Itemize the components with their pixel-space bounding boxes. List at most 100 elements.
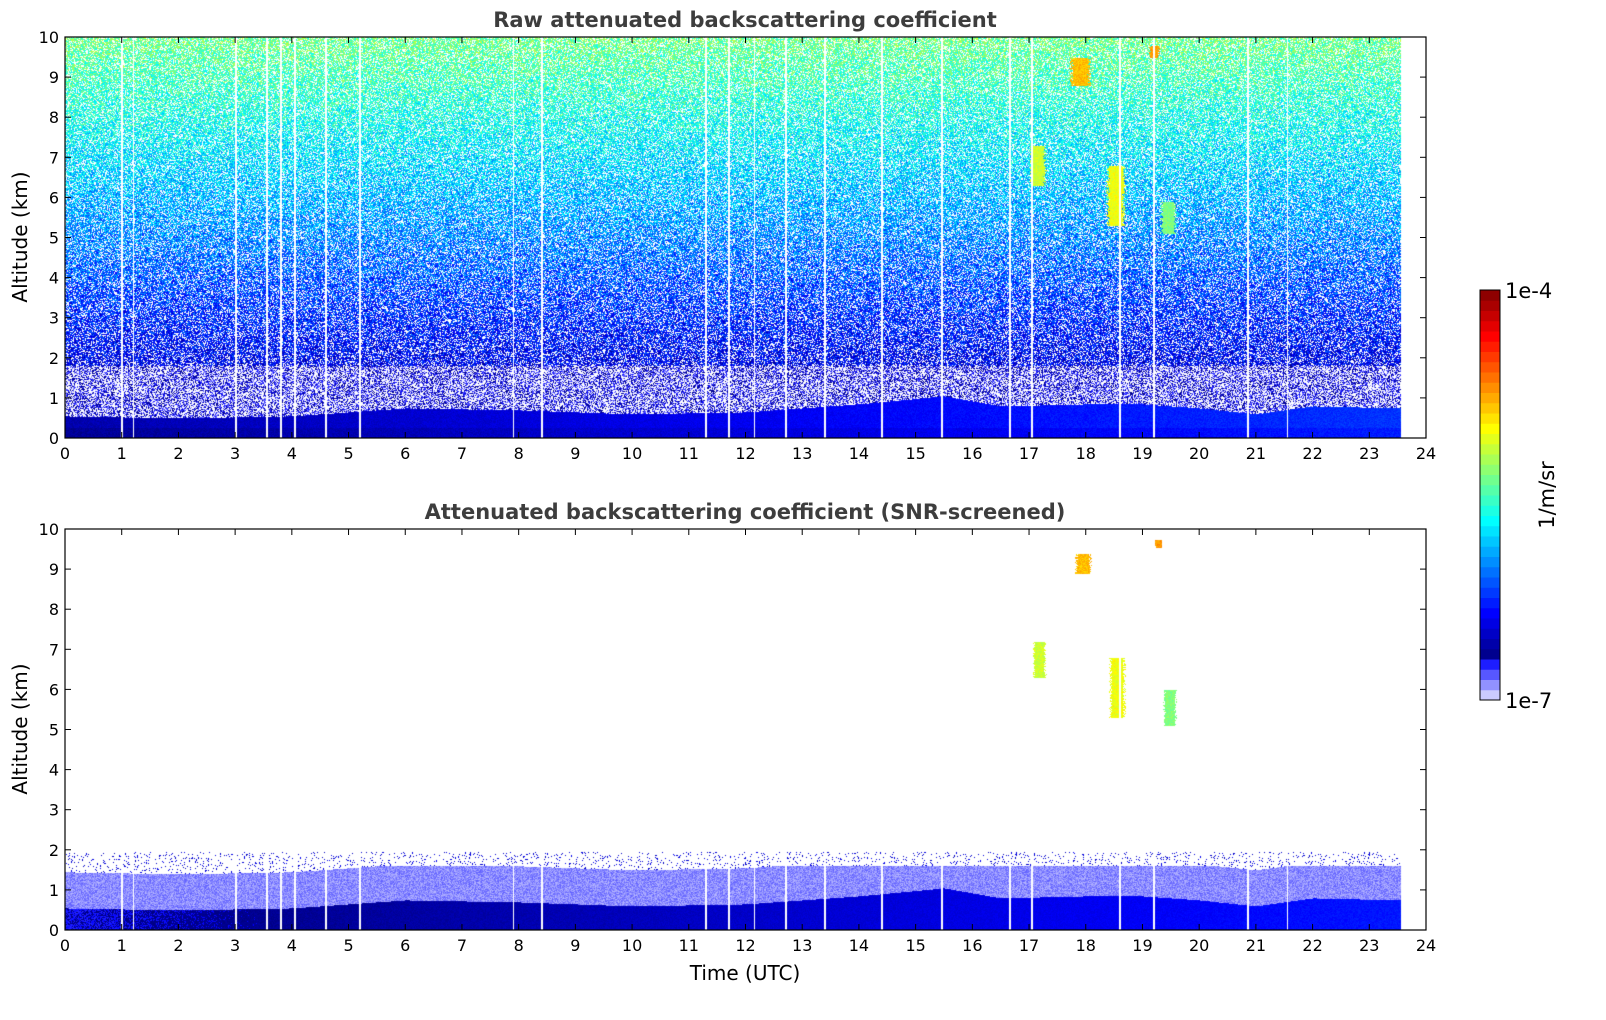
x-tick-label: 20: [1189, 444, 1209, 463]
x-tick-label: 9: [570, 444, 580, 463]
colorbar-step: [1480, 423, 1500, 434]
x-tick-label: 23: [1359, 444, 1379, 463]
y-tick-label: 8: [49, 108, 59, 127]
colorbar-step: [1480, 351, 1500, 363]
colorbar-step: [1480, 433, 1500, 445]
x-tick-label: 12: [735, 936, 755, 955]
y-tick-label: 1: [49, 389, 59, 408]
axes-ticks-screened: 0 1 2 3 4 5 6 7 8 9 10 11 12 13 14 15 16 17 18 19 20 21 22 23 24…: [39, 520, 1437, 955]
colorbar-unit-label: 1/m/sr: [1535, 461, 1559, 529]
colorbar-step: [1480, 607, 1500, 619]
x-tick-label: 1: [117, 936, 127, 955]
x-tick-label: 15: [905, 444, 925, 463]
y-tick-label: 0: [49, 921, 59, 940]
colorbar-step: [1480, 372, 1500, 383]
x-tick-label: 24: [1416, 444, 1436, 463]
colorbar-step: [1480, 320, 1500, 332]
colorbar-step: [1480, 361, 1500, 373]
x-tick-label: 2: [173, 444, 183, 463]
plot-frame-raw: [64, 36, 1427, 439]
x-tick-label: 12: [735, 444, 755, 463]
axes-ticks-raw: 0 1 2 3 4 5 6 7 8 9 10 11 12 13 14 15 16 17 18 19 20 21 22 23 24…: [39, 28, 1437, 463]
y-tick-label: 7: [49, 148, 59, 167]
colorbar-step: [1480, 464, 1500, 475]
x-tick-label: 19: [1132, 936, 1152, 955]
x-tick-label: 18: [1076, 444, 1096, 463]
x-tick-label: 15: [905, 936, 925, 955]
y-tick-label: 4: [49, 761, 59, 780]
colorbar-step: [1480, 618, 1500, 629]
x-axis-label: Time (UTC): [689, 961, 801, 985]
x-tick-label: 21: [1246, 444, 1266, 463]
colorbar: 1e-4 1e-7 1/m/sr: [1479, 279, 1559, 713]
x-tick-label: 7: [457, 444, 467, 463]
y-tick-label: 2: [49, 349, 59, 368]
x-tick-label: 16: [962, 936, 982, 955]
colorbar-step: [1480, 536, 1500, 547]
y-axis-label-raw: Altitude (km): [8, 171, 32, 302]
colorbar-step: [1480, 659, 1500, 670]
x-tick-label: 8: [514, 936, 524, 955]
panel-title-raw: Raw attenuated backscattering coefficien…: [493, 8, 997, 32]
x-tick-label: 17: [1019, 936, 1039, 955]
y-tick-label: 9: [49, 68, 59, 87]
y-tick-label: 5: [49, 229, 59, 248]
y-tick-label: 6: [49, 680, 59, 699]
y-tick-label: 3: [49, 801, 59, 820]
colorbar-step: [1480, 648, 1500, 660]
x-tick-label: 3: [230, 936, 240, 955]
y-tick-label: 5: [49, 721, 59, 740]
colorbar-steps: [1479, 289, 1501, 701]
x-tick-label: 9: [570, 936, 580, 955]
snr-screened-panel: Attenuated backscattering coefficient (S…: [8, 500, 1436, 985]
x-tick-label: 10: [622, 936, 642, 955]
y-tick-label: 2: [49, 841, 59, 860]
colorbar-step: [1480, 290, 1500, 301]
colorbar-step: [1480, 669, 1500, 680]
colorbar-step: [1480, 556, 1500, 568]
screened-backscatter-heatmap: [65, 529, 1426, 930]
panel-title-screened: Attenuated backscattering coefficient (S…: [425, 500, 1066, 524]
raw-backscatter-panel: Raw attenuated backscattering coefficien…: [8, 8, 1436, 463]
x-tick-label: 16: [962, 444, 982, 463]
x-tick-label: 20: [1189, 936, 1209, 955]
colorbar-step: [1480, 515, 1500, 527]
colorbar-step: [1480, 638, 1500, 650]
x-tick-label: 13: [792, 444, 812, 463]
x-tick-label: 8: [514, 444, 524, 463]
x-tick-label: 5: [343, 936, 353, 955]
x-tick-label: 14: [849, 444, 869, 463]
colorbar-step: [1480, 413, 1500, 424]
colorbar-step: [1480, 597, 1500, 609]
x-tick-label: 11: [679, 936, 699, 955]
x-tick-label: 22: [1302, 936, 1322, 955]
colorbar-step: [1480, 341, 1500, 352]
y-tick-label: 8: [49, 600, 59, 619]
colorbar-step: [1480, 525, 1500, 537]
colorbar-step: [1480, 474, 1500, 486]
y-tick-label: 0: [49, 429, 59, 448]
y-tick-label: 3: [49, 309, 59, 328]
colorbar-step: [1480, 331, 1500, 342]
x-tick-label: 0: [60, 936, 70, 955]
x-tick-label: 19: [1132, 444, 1152, 463]
y-tick-label: 4: [49, 269, 59, 288]
colorbar-step: [1480, 382, 1500, 393]
x-tick-label: 24: [1416, 936, 1436, 955]
colorbar-step: [1480, 402, 1500, 414]
y-tick-label: 1: [49, 881, 59, 900]
colorbar-min-label: 1e-7: [1505, 689, 1552, 713]
y-tick-label: 10: [39, 28, 59, 47]
x-tick-label: 17: [1019, 444, 1039, 463]
colorbar-step: [1480, 628, 1500, 639]
x-tick-label: 4: [287, 444, 297, 463]
x-tick-label: 10: [622, 444, 642, 463]
x-tick-label: 6: [400, 444, 410, 463]
x-tick-label: 7: [457, 936, 467, 955]
colorbar-step: [1480, 546, 1500, 557]
colorbar-step: [1480, 392, 1500, 404]
colorbar-max-label: 1e-4: [1505, 279, 1552, 303]
colorbar-step: [1480, 443, 1500, 455]
colorbar-step: [1480, 505, 1500, 516]
